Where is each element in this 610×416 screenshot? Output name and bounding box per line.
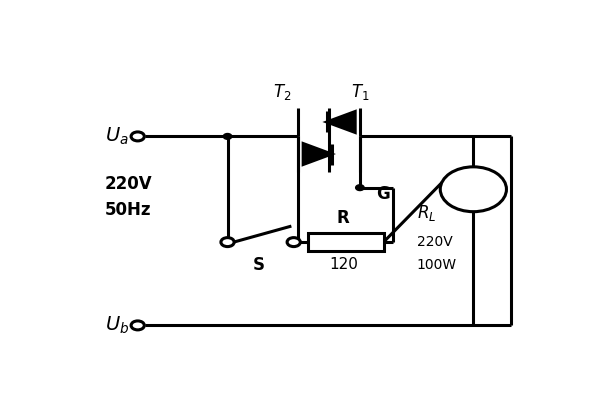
Circle shape (221, 238, 234, 247)
Circle shape (287, 238, 300, 247)
Circle shape (223, 134, 232, 139)
Text: G: G (376, 185, 390, 203)
Text: 100W: 100W (417, 258, 457, 272)
Polygon shape (327, 111, 355, 132)
Text: 120: 120 (329, 257, 358, 272)
Text: $U_a$: $U_a$ (105, 126, 128, 147)
Circle shape (440, 167, 506, 212)
Circle shape (131, 132, 145, 141)
Circle shape (131, 321, 145, 330)
Text: 220V: 220V (105, 176, 152, 193)
Text: $T_2$: $T_2$ (273, 82, 291, 102)
Circle shape (356, 185, 364, 191)
Text: 220V: 220V (417, 235, 453, 249)
Text: $U_b$: $U_b$ (105, 315, 129, 336)
Text: 50Hz: 50Hz (105, 201, 151, 219)
Text: R: R (337, 209, 350, 227)
Text: S: S (253, 255, 264, 274)
Text: $T_1$: $T_1$ (351, 82, 369, 102)
Text: $R_L$: $R_L$ (417, 203, 436, 223)
Polygon shape (303, 144, 332, 164)
Bar (308, 233, 384, 251)
